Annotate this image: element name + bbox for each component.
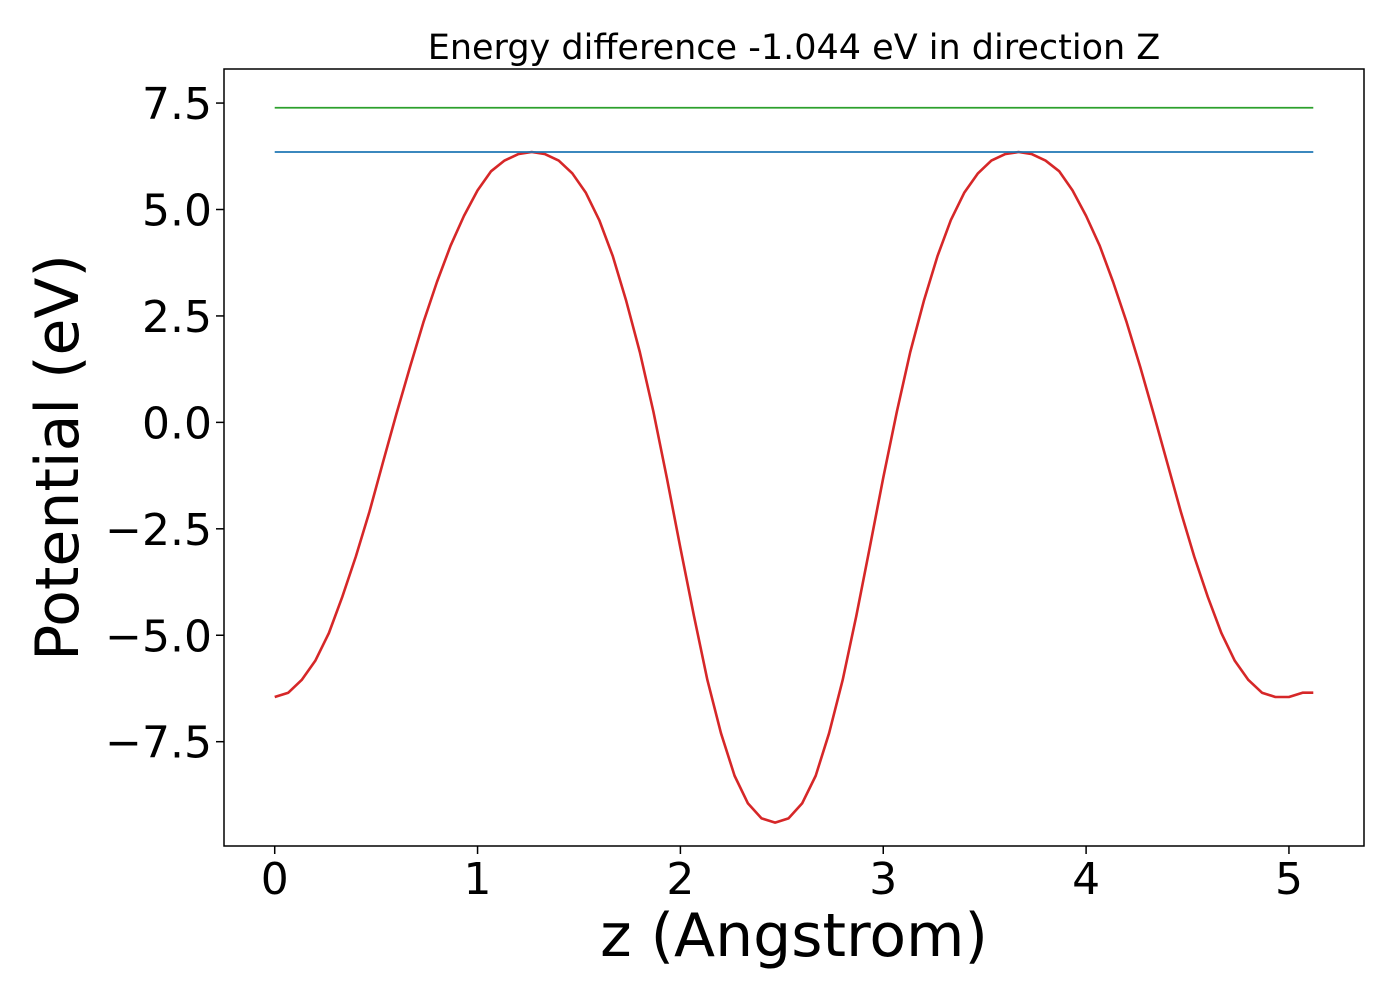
y-tick-label: −7.5 bbox=[105, 718, 212, 769]
x-tick-label: 1 bbox=[464, 854, 492, 905]
y-axis-ticks: −7.5 −5.0 −2.5 0.0 2.5 5.0 7.5 bbox=[105, 79, 224, 769]
series-layer bbox=[274, 106, 1314, 824]
plot-area-frame bbox=[223, 68, 1365, 847]
y-tick-label: 2.5 bbox=[142, 292, 212, 343]
y-tick-label: 5.0 bbox=[142, 185, 212, 236]
chart-title: Energy difference -1.044 eV in direction… bbox=[428, 28, 1161, 68]
x-axis-ticks: 0 1 2 3 4 5 bbox=[261, 846, 1303, 905]
x-tick-label: 4 bbox=[1072, 854, 1100, 905]
y-tick-label: −2.5 bbox=[105, 505, 212, 556]
y-axis-label: Potential (eV) bbox=[23, 254, 93, 661]
x-tick-label: 3 bbox=[869, 854, 897, 905]
y-tick-label: 0.0 bbox=[142, 398, 212, 449]
x-tick-label: 5 bbox=[1275, 854, 1303, 905]
y-tick-label: 7.5 bbox=[142, 79, 212, 130]
y-tick-label: −5.0 bbox=[105, 611, 212, 662]
x-axis-label: z (Angstrom) bbox=[600, 901, 988, 971]
series-line-1 bbox=[274, 150, 1314, 824]
x-tick-label: 0 bbox=[261, 854, 289, 905]
x-tick-label: 2 bbox=[666, 854, 694, 905]
